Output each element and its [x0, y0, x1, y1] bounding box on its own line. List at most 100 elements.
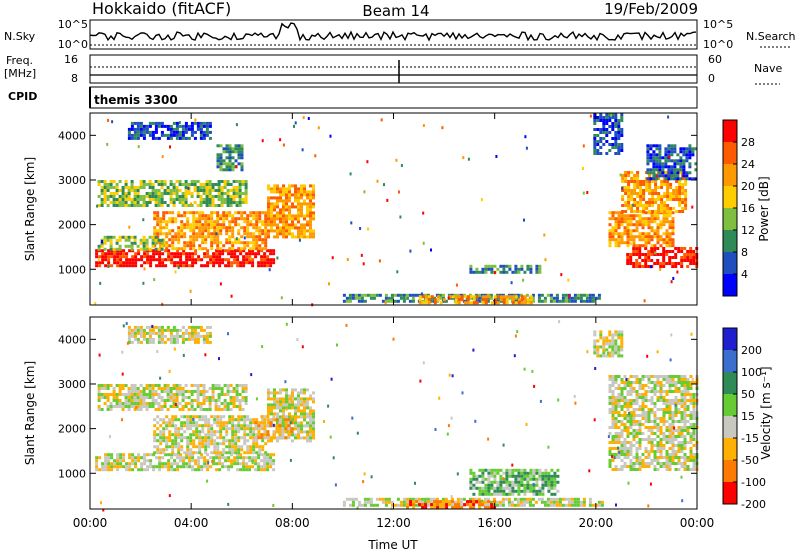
- power-cell-0: [245, 261, 249, 265]
- power-cell-14: [658, 168, 662, 172]
- velocity-cell-2: [196, 390, 200, 393]
- velocity-cell-8: [502, 486, 506, 490]
- velocity-cell-9: [614, 456, 618, 459]
- velocity-cell-6: [501, 503, 505, 507]
- power-cell-1: [207, 214, 211, 218]
- velocity-cell-6: [456, 497, 460, 501]
- power-cell-1: [210, 211, 214, 215]
- power-cell-1: [255, 238, 259, 242]
- velocity-cell-0: [245, 465, 249, 469]
- power-cell-1: [162, 241, 166, 245]
- power-cell-1: [207, 229, 211, 233]
- velocity-cell-1: [195, 451, 199, 455]
- power-cell-14: [688, 177, 692, 181]
- power-cell-14: [646, 156, 650, 160]
- velocity-cell-1: [195, 424, 199, 428]
- power-cell-3: [223, 192, 227, 195]
- velocity-cell-2: [196, 399, 200, 402]
- velocity-cell-2: [133, 393, 137, 396]
- power-cell-4: [267, 223, 270, 227]
- power-cell-5: [205, 121, 209, 125]
- power-cell-5: [190, 121, 194, 125]
- power-cell-12: [636, 171, 640, 174]
- velocity-cell-9: [650, 447, 654, 450]
- power-cell-1: [249, 232, 253, 236]
- velocity-cell-8: [544, 483, 548, 487]
- velocity-cell-9: [623, 438, 627, 441]
- velocity-cell-0: [122, 456, 126, 460]
- power-noise-point: [610, 113, 613, 117]
- velocity-cell-1: [198, 415, 202, 419]
- power-noise-point: [422, 211, 425, 215]
- velocity-cell-3: [291, 388, 294, 392]
- power-cell-1: [192, 241, 196, 245]
- power-cell-0: [134, 258, 138, 262]
- velocity-cell-9: [653, 414, 657, 417]
- power-cell-1: [225, 229, 229, 233]
- power-cell-14: [676, 159, 680, 163]
- velocity-cell-1: [216, 445, 220, 449]
- power-cell-1: [249, 223, 253, 227]
- velocity-cell-6: [402, 503, 406, 507]
- velocity-cell-2: [214, 384, 218, 387]
- power-cell-0: [176, 252, 180, 256]
- velocity-cell-9: [620, 441, 624, 444]
- power-cell-11: [656, 238, 660, 242]
- power-cell-10: [683, 247, 687, 250]
- power-cell-12: [666, 210, 670, 213]
- power-cell-0: [107, 249, 111, 253]
- velocity-cell-0: [143, 462, 147, 466]
- power-cell-5: [169, 136, 173, 140]
- power-cell-11: [611, 235, 615, 239]
- power-cell-1: [171, 217, 175, 221]
- power-cell-6: [228, 147, 232, 151]
- power-cell-0: [98, 255, 102, 259]
- power-cell-1: [234, 241, 238, 245]
- velocity-cell-3: [273, 406, 276, 410]
- power-cell-9: [469, 264, 473, 268]
- power-cell-2: [124, 235, 128, 239]
- power-cell-14: [670, 159, 674, 163]
- power-cell-1: [177, 232, 181, 236]
- velocity-cell-1: [216, 418, 220, 422]
- velocity-cell-9: [668, 426, 672, 429]
- velocity-cell-2: [208, 402, 212, 405]
- power-cell-3: [199, 189, 203, 192]
- power-cell-12: [639, 198, 643, 201]
- power-cell-7: [357, 293, 361, 297]
- power-cell-11: [635, 220, 639, 224]
- velocity-cell-8: [544, 474, 548, 478]
- velocity-cell-6: [534, 500, 538, 504]
- power-cell-7: [573, 296, 577, 300]
- power-cell-4: [306, 223, 309, 227]
- power-cell-12: [633, 210, 637, 213]
- power-cell-10: [638, 262, 642, 265]
- power-cell-2: [97, 244, 101, 248]
- power-cell-3: [217, 195, 221, 198]
- velocity-cell-3: [300, 430, 303, 434]
- power-cell-6: [225, 168, 229, 172]
- velocity-cell-9: [653, 384, 657, 387]
- velocity-cell-0: [221, 462, 225, 466]
- power-noise-point: [631, 203, 634, 207]
- power-cell-5: [181, 124, 185, 128]
- velocity-cell-2: [130, 387, 134, 390]
- velocity-cell-0: [104, 453, 108, 457]
- velocity-cell-1: [177, 436, 181, 440]
- power-cell-7: [441, 293, 445, 297]
- velocity-cell-3: [282, 397, 285, 401]
- power-cell-0: [125, 261, 129, 265]
- velocity-cell-9: [644, 414, 648, 417]
- velocity-cell-2: [118, 387, 122, 390]
- power-cell-3: [130, 204, 134, 207]
- power-cell-13: [593, 140, 597, 143]
- velocity-cell-8: [547, 474, 551, 478]
- power-cell-7: [585, 299, 589, 303]
- velocity-cell-8: [529, 477, 533, 481]
- power-cell-3: [196, 180, 200, 183]
- velocity-cell-3: [279, 409, 282, 413]
- power-cell-4: [297, 229, 300, 233]
- velocity-cell-3: [306, 430, 309, 434]
- velocity-cell-4: [260, 421, 264, 425]
